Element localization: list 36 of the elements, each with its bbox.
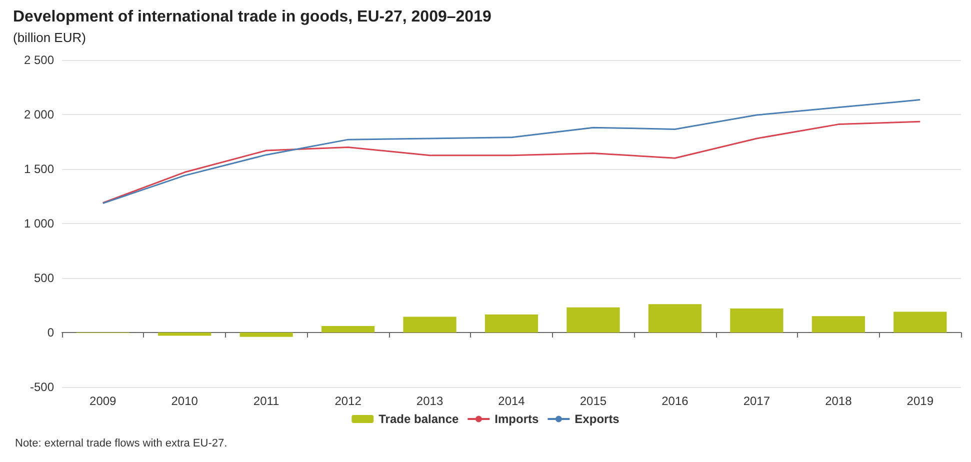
x-tick-label: 2012 — [334, 394, 362, 408]
x-tick-label: 2013 — [416, 394, 444, 408]
bar — [648, 304, 702, 332]
legend-label: Imports — [494, 412, 540, 426]
x-tick-label: 2015 — [580, 394, 607, 408]
line-series — [102, 99, 921, 204]
bar — [730, 308, 784, 332]
bar — [812, 316, 865, 332]
y-tick-label: 0 — [47, 326, 54, 340]
y-tick-label: 1 500 — [24, 162, 54, 176]
bar — [566, 307, 620, 332]
bar — [894, 312, 947, 332]
x-tick-label: 2017 — [743, 394, 770, 408]
bar — [240, 332, 293, 337]
y-tick-label: 1 000 — [24, 216, 54, 230]
line-series — [102, 120, 921, 204]
legend-label: Exports — [574, 412, 620, 426]
x-tick-label: 2016 — [662, 394, 689, 408]
x-tick-label: 2019 — [906, 394, 934, 408]
chart-title: Development of international trade in goods, EU-27, 2009–2019 — [13, 8, 492, 26]
y-tick-label: 500 — [34, 271, 54, 285]
bar — [484, 314, 538, 332]
x-tick-label: 2018 — [825, 394, 852, 408]
y-tick-label: 2 500 — [24, 53, 54, 67]
bar — [321, 326, 375, 332]
chart-subtitle: (billion EUR) — [13, 30, 86, 45]
x-tick-label: 2014 — [498, 394, 526, 408]
y-tick-label: -500 — [30, 380, 54, 394]
x-tick-label: 2011 — [253, 394, 280, 408]
y-tick-label: 2 000 — [24, 108, 54, 122]
bar — [403, 316, 456, 332]
x-tick-label: 2010 — [171, 394, 198, 408]
x-tick-label: 2009 — [90, 394, 117, 408]
legend-label: Trade balance — [378, 412, 460, 426]
bar — [158, 332, 212, 336]
text: Note: external trade flows with extra EU-27. — [15, 438, 228, 450]
